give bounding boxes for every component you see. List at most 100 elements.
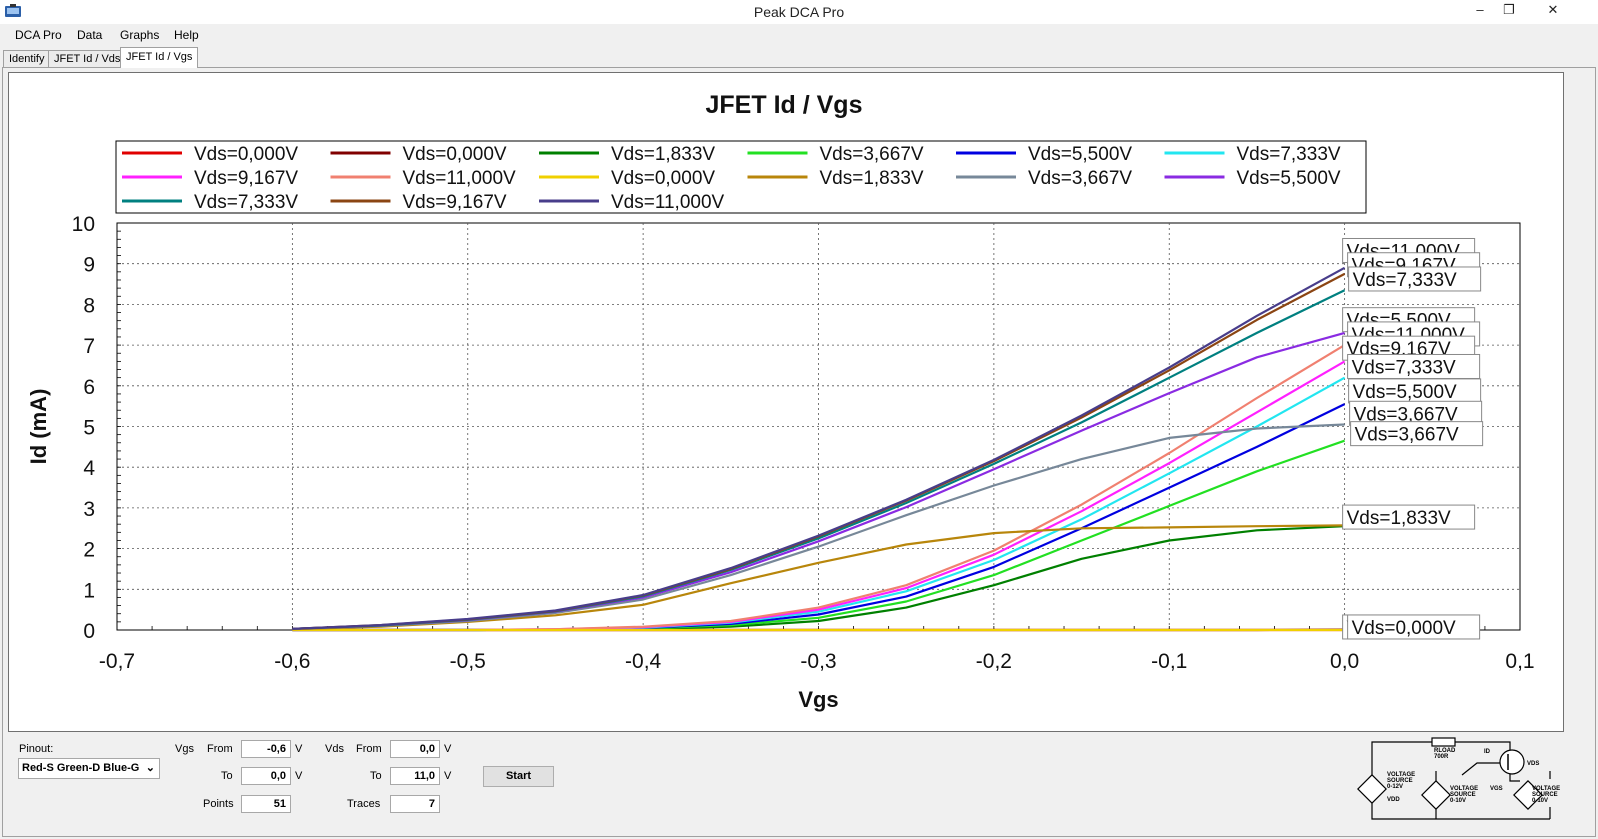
legend-item-7: Vds=9,167V bbox=[122, 168, 298, 189]
legend-label: Vds=3,667V bbox=[1028, 168, 1132, 189]
menu-data[interactable]: Data bbox=[77, 28, 103, 42]
y-tick-label: 4 bbox=[83, 457, 95, 480]
y-tick-label: 3 bbox=[83, 498, 95, 521]
legend-item-13: Vds=7,333V bbox=[122, 192, 298, 213]
vds-to-label: To bbox=[370, 770, 382, 782]
series-label-box bbox=[1342, 504, 1476, 530]
menu-graphs[interactable]: Graphs bbox=[120, 28, 160, 42]
traces-input[interactable]: 7 bbox=[390, 795, 440, 813]
schematic-wires bbox=[1371, 741, 1551, 820]
vgs-to-unit: V bbox=[295, 770, 303, 782]
vds-to-unit: V bbox=[444, 770, 452, 782]
legend-item-6: Vds=7,333V bbox=[1164, 144, 1341, 165]
series-label-text: Vds=1,833V bbox=[1347, 508, 1451, 529]
vgs-to-label: To bbox=[221, 770, 233, 782]
x-tick-label: -0,7 bbox=[99, 650, 135, 673]
x-tick-label: -0,5 bbox=[450, 650, 486, 673]
vgs-source-line-2: SOURCE bbox=[1450, 792, 1476, 798]
series-label-box bbox=[1350, 421, 1484, 447]
series-label-13: Vds=0,000V bbox=[1347, 614, 1481, 640]
vds-source-line-2: SOURCE bbox=[1532, 792, 1558, 798]
vgs-source-line-1: VOLTAGE bbox=[1450, 786, 1478, 792]
x-tick-label: -0,4 bbox=[625, 650, 662, 673]
vds-source-line-3: 0-10V bbox=[1532, 798, 1548, 804]
tab-jfet-id-vds[interactable]: JFET Id / Vds bbox=[48, 50, 127, 67]
tab-jfet-id-vgs[interactable]: JFET Id / Vgs bbox=[120, 47, 199, 68]
tab-identify[interactable]: Identify bbox=[3, 50, 51, 67]
legend-label: Vds=0,000V bbox=[194, 144, 298, 165]
x-tick-label: -0,2 bbox=[976, 650, 1012, 673]
vdd-source-symbol bbox=[1357, 774, 1387, 804]
y-tick-label: 2 bbox=[83, 539, 95, 562]
y-tick-label: 10 bbox=[72, 213, 95, 236]
menu-dca-pro[interactable]: DCA Pro bbox=[15, 28, 62, 42]
y-tick-label: 5 bbox=[83, 417, 95, 440]
x-axis-label: Vgs bbox=[798, 687, 838, 712]
menu-help[interactable]: Help bbox=[174, 28, 199, 42]
series-label-box bbox=[1347, 614, 1481, 640]
legend-label: Vds=5,500V bbox=[1237, 168, 1341, 189]
y-tick-label: 0 bbox=[83, 620, 95, 643]
legend-box bbox=[115, 140, 1367, 214]
points-input[interactable]: 51 bbox=[241, 795, 291, 813]
y-tick-label: 8 bbox=[83, 294, 95, 317]
legend-item-1: Vds=0,000V bbox=[122, 144, 298, 165]
rload-label: RLOAD bbox=[1434, 748, 1456, 754]
series-label-3: Vds=7,333V bbox=[1348, 266, 1482, 292]
vgs-from-label: From bbox=[207, 743, 233, 755]
chart-title: JFET Id / Vgs bbox=[706, 91, 863, 119]
vdd-source-line-2: SOURCE bbox=[1387, 778, 1413, 784]
vdd-source-line-3: 0-12V bbox=[1387, 784, 1403, 790]
series-line-15 bbox=[292, 266, 1346, 630]
series-label-text: Vds=7,333V bbox=[1352, 357, 1456, 378]
vds-source-line-1: VOLTAGE bbox=[1532, 786, 1560, 792]
vds-from-input[interactable]: 0,0 bbox=[390, 740, 440, 758]
vds-schematic-label: VDS bbox=[1527, 761, 1539, 767]
vgs-label: Vgs bbox=[175, 743, 194, 755]
tab-strip: Identify JFET Id / Vds JFET Id / Vgs bbox=[0, 46, 1598, 68]
title-bar: Peak DCA Pro – ❐ ✕ bbox=[0, 0, 1598, 24]
pinout-label: Pinout: bbox=[19, 743, 54, 755]
vgs-to-input[interactable]: 0,0 bbox=[241, 767, 291, 785]
restore-button[interactable]: ❐ bbox=[1503, 2, 1515, 17]
series-label-7: Vds=7,333V bbox=[1347, 353, 1481, 379]
legend-label: Vds=1,833V bbox=[611, 144, 715, 165]
chevron-down-icon: ⌄ bbox=[145, 762, 155, 774]
series-label-text: Vds=3,667V bbox=[1354, 404, 1458, 425]
vds-label: Vds bbox=[325, 743, 344, 755]
jfet-symbol bbox=[1499, 749, 1525, 775]
legend-item-15: Vds=11,000V bbox=[539, 192, 725, 213]
legend-item-8: Vds=11,000V bbox=[330, 168, 517, 189]
legend-label: Vds=11,000V bbox=[403, 168, 517, 189]
x-tick-label: -0,3 bbox=[800, 650, 836, 673]
legend-label: Vds=3,667V bbox=[820, 144, 924, 165]
app-icon bbox=[5, 4, 21, 17]
pinout-select-value: Red-S Green-D Blue-G bbox=[22, 762, 140, 774]
x-tick-label: 0,0 bbox=[1330, 650, 1359, 673]
legend-item-3: Vds=1,833V bbox=[539, 144, 715, 165]
vgs-source-line-3: 0-10V bbox=[1450, 798, 1466, 804]
points-label: Points bbox=[203, 798, 234, 810]
legend-label: Vds=5,500V bbox=[1028, 144, 1132, 165]
legend-item-4: Vds=3,667V bbox=[747, 144, 924, 165]
legend-label: Vds=0,000V bbox=[611, 168, 715, 189]
legend-item-10: Vds=1,833V bbox=[747, 168, 924, 189]
minimize-button[interactable]: – bbox=[1476, 2, 1484, 17]
vgs-from-input[interactable]: -0,6 bbox=[241, 740, 291, 758]
pinout-select[interactable]: Red-S Green-D Blue-G ⌄ bbox=[18, 758, 160, 779]
vds-to-input[interactable]: 11,0 bbox=[390, 767, 440, 785]
series-label-box bbox=[1348, 266, 1482, 292]
start-button[interactable]: Start bbox=[483, 766, 554, 787]
y-tick-label: 7 bbox=[83, 335, 95, 358]
vgs-schematic-label: VGS bbox=[1490, 786, 1503, 792]
legend-item-14: Vds=9,167V bbox=[330, 192, 507, 213]
vds-from-label: From bbox=[356, 743, 382, 755]
test-circuit-schematic: RLOAD 700R ID VDS VGS VOLTAGE SOURCE 0-1… bbox=[1357, 737, 1560, 820]
series-label-text: Vds=7,333V bbox=[1353, 270, 1457, 291]
series-label-11: Vds=1,833V bbox=[1342, 504, 1476, 530]
vds-source-symbol bbox=[1513, 780, 1543, 810]
vgs-source-symbol bbox=[1421, 780, 1451, 810]
y-axis-label: Id (mA) bbox=[26, 389, 51, 465]
legend-item-11: Vds=3,667V bbox=[956, 168, 1132, 189]
close-button[interactable]: ✕ bbox=[1547, 2, 1559, 17]
